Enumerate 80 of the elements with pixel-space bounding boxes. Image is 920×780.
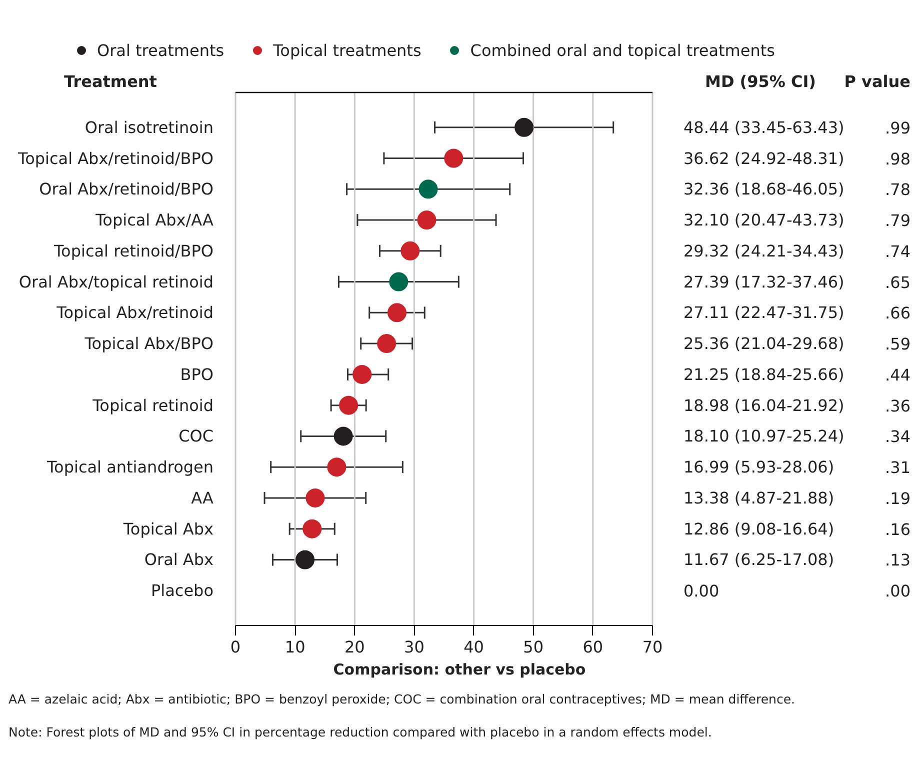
point	[334, 426, 353, 446]
y-tick-label: Topical Abx/BPO	[84, 334, 214, 354]
y-tick-label: Topical retinoid/BPO	[52, 241, 214, 260]
point	[400, 241, 420, 260]
point	[377, 334, 396, 354]
text: 29.32 (24.21-34.43)	[684, 241, 844, 260]
point	[418, 180, 438, 199]
y-tick-label: Oral Abx	[144, 550, 214, 570]
text: .31	[885, 458, 911, 478]
text: 27.11 (22.47-31.75)	[684, 303, 844, 322]
text: .44	[885, 365, 911, 384]
text: .34	[885, 427, 911, 446]
text: .74	[885, 242, 911, 261]
text: 36.62 (24.92-48.31)	[684, 148, 844, 168]
text: .98	[885, 149, 911, 168]
x-axis-title: Comparison: other vs placebo	[333, 660, 586, 678]
legend-label: Combined oral and topical treatments	[470, 40, 775, 60]
point	[389, 272, 408, 292]
text: 13.38 (4.87-21.88)	[684, 488, 834, 508]
text: 18.10 (10.97-25.24)	[684, 426, 844, 446]
text: 32.36 (18.68-46.05)	[684, 180, 844, 199]
text: 21.25 (18.84-25.66)	[684, 364, 844, 384]
x-tick-label: 60	[582, 638, 604, 656]
text: AA = azelaic acid; Abx = antibiotic; BPO = benzoyl peroxide; COC = combination oral contraceptives; MD = mean difference.	[8, 692, 795, 706]
text: .00	[885, 582, 911, 601]
text: .19	[885, 488, 911, 508]
y-tick-label: AA	[191, 488, 214, 508]
text: P value	[844, 72, 911, 91]
point	[417, 210, 436, 230]
text: 0.00	[684, 582, 720, 601]
y-axis-title: Treatment	[64, 72, 158, 91]
x-tick-label: 30	[404, 638, 424, 656]
y-tick-label: Topical Abx/AA	[94, 210, 214, 230]
text: .79	[885, 211, 911, 230]
point	[388, 303, 406, 322]
point	[514, 118, 534, 137]
text: 12.86 (9.08-16.64)	[684, 519, 834, 538]
text: Note: Forest plots of MD and 95% CI in percentage reduction compared with placebo in a random effects model.	[8, 724, 712, 740]
x-tick-label: 10	[284, 638, 306, 656]
text: 27.39 (17.32-37.46)	[684, 272, 844, 292]
text: 18.98 (16.04-21.92)	[684, 396, 844, 415]
text: 16.99 (5.93-28.06)	[684, 458, 834, 477]
text: .66	[885, 304, 911, 323]
text: .78	[885, 180, 911, 200]
x-tick-label: 70	[642, 638, 663, 656]
x-tick-label: 20	[344, 638, 365, 656]
y-tick-label: COC	[178, 426, 214, 446]
text: 48.44 (33.45-63.43)	[684, 118, 844, 137]
text: 11.67 (6.25-17.08)	[684, 550, 834, 570]
y-tick-label: Topical Abx/retinoid	[56, 303, 214, 322]
text: 25.36 (21.04-29.68)	[684, 334, 844, 354]
text: .36	[885, 396, 911, 416]
legend-label: Topical treatments	[273, 40, 422, 60]
x-tick-label: 0	[230, 638, 241, 656]
point	[352, 364, 372, 384]
point	[306, 488, 325, 508]
y-tick-label: Oral isotretinoin	[84, 118, 214, 137]
text: MD (95% CI)	[705, 72, 816, 91]
text: 32.10 (20.47-43.73)	[684, 210, 844, 230]
point	[302, 519, 322, 538]
text: .65	[885, 272, 911, 292]
y-tick-label: Topical Abx	[122, 519, 214, 538]
legend-label: Oral treatments	[97, 40, 224, 60]
y-tick-label: Topical retinoid	[92, 396, 214, 415]
x-tick-label: 50	[523, 638, 544, 656]
point	[444, 148, 464, 168]
text: .16	[885, 520, 911, 539]
y-tick-label: Oral Abx/topical retinoid	[18, 272, 214, 292]
text: .99	[885, 118, 911, 138]
point	[296, 550, 315, 570]
text: .59	[885, 334, 911, 354]
y-tick-label: Placebo	[151, 581, 214, 600]
point	[339, 396, 358, 415]
y-tick-label: Topical Abx/retinoid/BPO	[17, 148, 214, 168]
x-tick-label: 40	[464, 638, 484, 656]
y-tick-label: Topical antiandrogen	[46, 458, 214, 477]
y-tick-label: BPO	[180, 364, 214, 384]
y-tick-label: Oral Abx/retinoid/BPO	[39, 180, 214, 199]
point	[327, 458, 346, 477]
text: .13	[885, 550, 911, 570]
